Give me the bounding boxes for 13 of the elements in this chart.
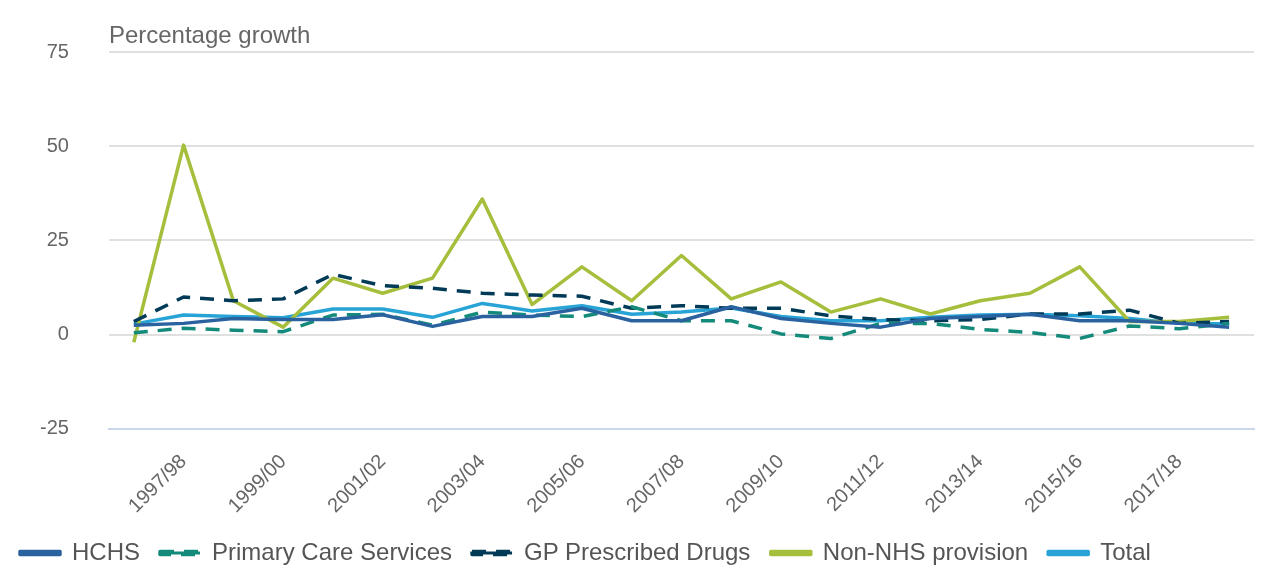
legend-label: GP Prescribed Drugs bbox=[524, 537, 751, 565]
y-tick-label: 0 bbox=[57, 322, 69, 345]
y-tick-label: 75 bbox=[46, 39, 69, 62]
line-series bbox=[132, 305, 1231, 341]
y-tick-label: 50 bbox=[46, 133, 69, 156]
legend-label: Non-NHS provision bbox=[822, 537, 1029, 565]
line-series bbox=[132, 272, 1231, 326]
legend-label: Primary Care Services bbox=[212, 537, 453, 565]
y-tick-label: -25 bbox=[40, 416, 69, 439]
legend-label: HCHS bbox=[72, 537, 141, 565]
legend-label: Total bbox=[1100, 537, 1151, 565]
y-axis-title: Percentage growth bbox=[108, 20, 311, 48]
y-tick-label: 25 bbox=[46, 227, 69, 250]
